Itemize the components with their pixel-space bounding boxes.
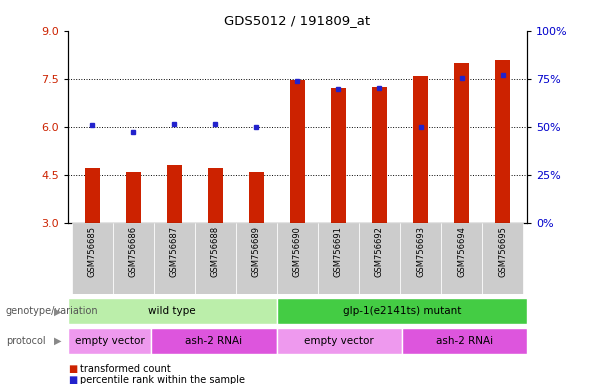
Bar: [277, 298, 527, 324]
Text: ▶: ▶: [54, 336, 62, 346]
Text: ■: ■: [68, 364, 77, 374]
Bar: [413, 76, 428, 223]
Text: GSM756693: GSM756693: [416, 226, 425, 277]
Bar: [151, 328, 277, 354]
Text: percentile rank within the sample: percentile rank within the sample: [80, 375, 244, 384]
Bar: [68, 298, 277, 324]
Bar: [495, 60, 509, 223]
Bar: [318, 223, 359, 294]
Text: genotype/variation: genotype/variation: [6, 306, 98, 316]
Bar: [72, 223, 113, 294]
Bar: [372, 87, 386, 223]
Text: ▶: ▶: [54, 306, 62, 316]
Text: GSM756688: GSM756688: [211, 226, 220, 277]
Text: ash-2 RNAi: ash-2 RNAi: [436, 336, 493, 346]
Bar: [154, 223, 195, 294]
Bar: [113, 223, 154, 294]
Text: GSM756690: GSM756690: [293, 226, 302, 277]
Bar: [290, 80, 305, 223]
Bar: [331, 88, 346, 223]
Text: GSM756685: GSM756685: [88, 226, 97, 277]
Bar: [209, 168, 223, 223]
Text: GSM756692: GSM756692: [375, 226, 384, 277]
Bar: [482, 223, 523, 294]
Text: GSM756694: GSM756694: [457, 226, 466, 277]
Bar: [126, 172, 141, 223]
Text: ash-2 RNAi: ash-2 RNAi: [186, 336, 243, 346]
Bar: [195, 223, 236, 294]
Bar: [277, 223, 318, 294]
Bar: [441, 223, 482, 294]
Bar: [249, 172, 264, 223]
Text: ■: ■: [68, 375, 77, 384]
Bar: [359, 223, 400, 294]
Bar: [277, 328, 402, 354]
Text: GSM756695: GSM756695: [498, 226, 507, 277]
Text: GSM756687: GSM756687: [170, 226, 179, 277]
Text: empty vector: empty vector: [305, 336, 374, 346]
Title: GDS5012 / 191809_at: GDS5012 / 191809_at: [224, 14, 370, 27]
Text: transformed count: transformed count: [80, 364, 170, 374]
Bar: [402, 328, 527, 354]
Bar: [85, 168, 100, 223]
Bar: [68, 328, 151, 354]
Bar: [236, 223, 277, 294]
Text: glp-1(e2141ts) mutant: glp-1(e2141ts) mutant: [343, 306, 461, 316]
Text: empty vector: empty vector: [75, 336, 144, 346]
Bar: [167, 165, 181, 223]
Bar: [400, 223, 441, 294]
Text: GSM756691: GSM756691: [334, 226, 343, 277]
Text: wild type: wild type: [148, 306, 196, 316]
Text: GSM756686: GSM756686: [129, 226, 138, 277]
Text: protocol: protocol: [6, 336, 45, 346]
Bar: [454, 63, 469, 223]
Text: GSM756689: GSM756689: [252, 226, 261, 277]
